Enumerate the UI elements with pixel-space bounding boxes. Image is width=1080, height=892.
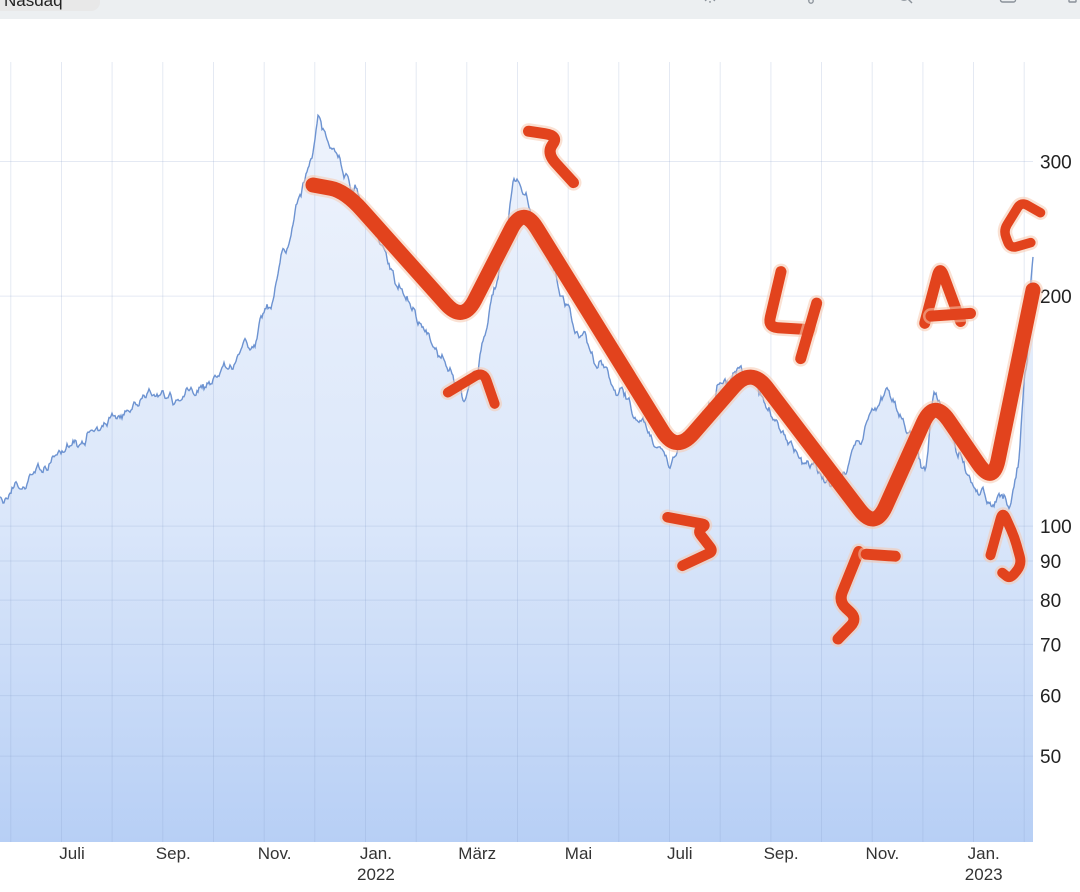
svg-text:90: 90 bbox=[1040, 552, 1061, 573]
svg-text:Mai: Mai bbox=[565, 844, 592, 863]
svg-text:100: 100 bbox=[1040, 517, 1072, 538]
svg-text:Juli: Juli bbox=[667, 844, 693, 863]
svg-text:Jan.: Jan. bbox=[968, 844, 1000, 863]
svg-text:Sep.: Sep. bbox=[156, 844, 191, 863]
svg-text:Juli: Juli bbox=[59, 844, 85, 863]
svg-text:Nov.: Nov. bbox=[258, 844, 292, 863]
svg-text:50: 50 bbox=[1040, 747, 1061, 768]
svg-text:80: 80 bbox=[1040, 591, 1061, 612]
svg-text:70: 70 bbox=[1040, 635, 1061, 656]
svg-text:200: 200 bbox=[1040, 287, 1072, 308]
svg-text:Jan.: Jan. bbox=[360, 844, 392, 863]
svg-text:Nov.: Nov. bbox=[866, 844, 900, 863]
svg-text:60: 60 bbox=[1040, 687, 1061, 708]
svg-text:2023: 2023 bbox=[965, 865, 1003, 884]
svg-text:März: März bbox=[458, 844, 496, 863]
svg-text:300: 300 bbox=[1040, 153, 1072, 174]
svg-text:2022: 2022 bbox=[357, 865, 395, 884]
svg-text:Sep.: Sep. bbox=[764, 844, 799, 863]
